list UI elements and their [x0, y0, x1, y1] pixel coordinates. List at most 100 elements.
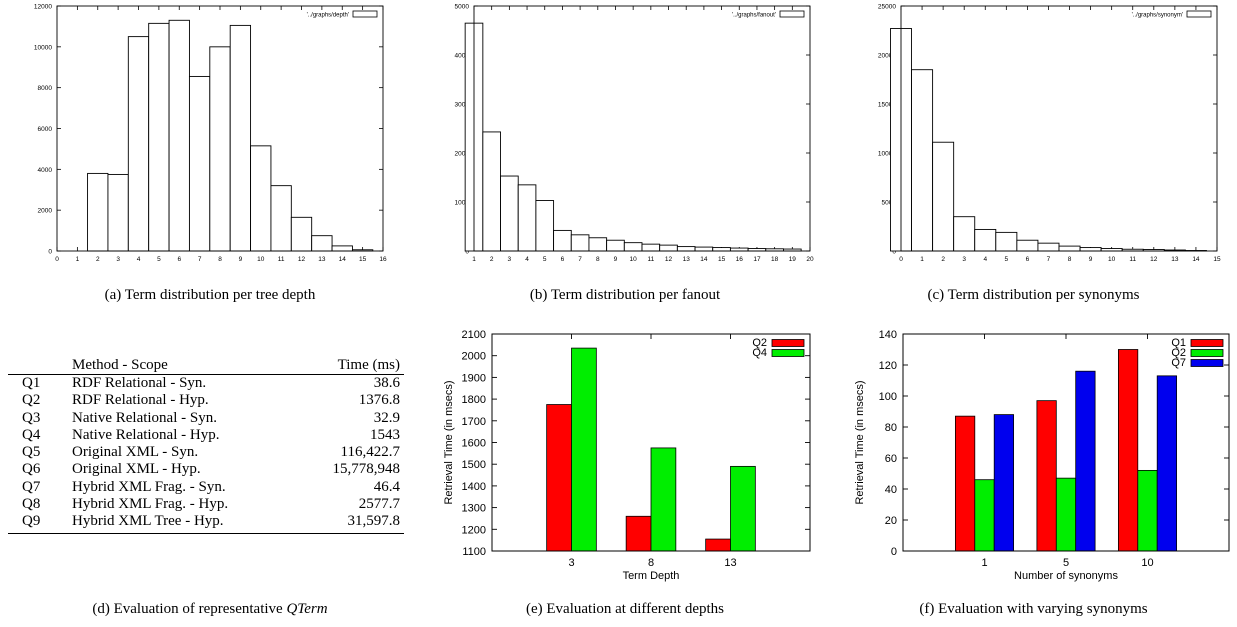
plot-frame: [56, 5, 384, 252]
x-tick-label: 14: [339, 256, 347, 263]
bar-q1: [1036, 400, 1057, 552]
histogram-bar: [570, 234, 590, 252]
legend-swatch: [771, 349, 805, 357]
x-tick-label: 0: [55, 256, 59, 263]
table-row: Q2 RDF Relational - Hyp. 1376.8: [8, 392, 404, 409]
y-tick-label: 2000: [38, 208, 53, 215]
y-tick-label: 1800: [462, 394, 486, 406]
bar-q7: [993, 414, 1015, 552]
table-row: Q4 Native Relational - Hyp. 1543: [8, 427, 404, 444]
y-tick-label: 120: [879, 360, 897, 372]
bar-q1: [1117, 349, 1139, 552]
legend-swatch: [771, 339, 805, 347]
legend-label: '../graphs/synonym': [1132, 13, 1183, 19]
caption-c: (c) Term distribution per synonyms: [927, 287, 1140, 303]
legend-label: '../graphs/fanout': [732, 13, 776, 19]
y-tick-label: 1600: [462, 438, 486, 450]
legend-swatch: [779, 10, 805, 18]
chart-synonym-eval: 0 20 40 60 80 100 120 140 1 5 10 Number of synonyms…: [854, 329, 1230, 582]
row-id: Q5: [22, 444, 41, 461]
legend-swatch: [1186, 10, 1212, 18]
y-tick-label: 1700: [462, 416, 486, 428]
x-tick-label: 5: [157, 256, 161, 263]
y-tick-label: 4000: [455, 53, 470, 60]
y-tick-label: 60: [885, 453, 897, 465]
legend-swatch: [352, 10, 378, 18]
row-method: Native Relational - Hyp.: [72, 426, 220, 443]
y-tick-label: 1200: [462, 524, 486, 536]
x-tick-label: 8: [1068, 256, 1072, 263]
histogram-bar: [995, 231, 1018, 252]
x-tick-label: 8: [218, 256, 222, 263]
histogram-bar: [127, 36, 150, 252]
histogram-bar: [290, 216, 313, 252]
histogram-bar: [107, 173, 129, 252]
histogram-bar: [517, 184, 537, 252]
histogram-bar: [168, 19, 190, 252]
y-tick-label: 1300: [462, 503, 486, 515]
x-tick-label: 1: [76, 256, 80, 263]
row-time: 31,597.8: [298, 513, 404, 534]
caption-b: (b) Term distribution per fanout: [529, 287, 721, 303]
x-tick-label: 7: [1047, 256, 1051, 263]
y-tick-label: 25000: [878, 4, 896, 11]
y-tick-label: 5000: [455, 4, 470, 11]
row-time: 38.6: [373, 375, 400, 391]
table-row: Q5 Original XML - Syn. 116,422.7: [8, 444, 404, 461]
bar-q2: [1137, 469, 1158, 552]
x-tick-label: 13: [683, 256, 691, 263]
legend-label: Q1: [1171, 337, 1186, 349]
histogram-bar: [911, 69, 934, 252]
legend-label: Q7: [1171, 357, 1186, 369]
caption-e: (e) Evaluation at different depths: [526, 601, 724, 617]
x-tick-label: 2: [490, 256, 494, 263]
row-method: Hybrid XML Frag. - Hyp.: [72, 496, 229, 513]
histogram-bar: [1016, 239, 1039, 252]
histogram-bar: [87, 172, 109, 252]
x-tick-label: 10: [630, 256, 638, 263]
x-tick-label: 15: [1213, 256, 1221, 263]
histogram-bar: [712, 247, 731, 252]
x-tick-label: 11: [278, 256, 285, 263]
x-tick-label: 2: [96, 256, 100, 263]
table-header-id: [8, 354, 68, 375]
row-id: Q1: [22, 375, 41, 391]
plot-frame: [902, 333, 1230, 552]
histogram-bar: [250, 145, 272, 252]
legend-swatch: [1190, 359, 1224, 367]
histogram-bar: [1058, 245, 1081, 252]
x-tick-label: 15: [718, 256, 726, 263]
row-method: Hybrid XML Tree - Hyp.: [68, 513, 299, 534]
x-axis-label: Number of synonyms: [1014, 570, 1118, 582]
table-row: Q3 Native Relational - Syn. 32.9: [8, 410, 404, 427]
x-tick-label: 19: [789, 256, 797, 263]
histogram-bar: [500, 175, 519, 252]
x-tick-label: 12: [1150, 256, 1158, 263]
x-tick-label: 13: [318, 256, 326, 263]
y-tick-label: 0: [892, 249, 896, 256]
row-id: Q9: [8, 513, 68, 534]
bar-q4: [650, 447, 677, 552]
row-method: Original XML - Hyp.: [72, 461, 201, 478]
x-tick-label: 4: [137, 256, 141, 263]
x-tick-label: 7: [198, 256, 202, 263]
x-tick-label: 16: [736, 256, 744, 263]
histogram-bar: [148, 22, 170, 252]
histogram-bar: [659, 244, 678, 252]
y-tick-label: 4000: [38, 167, 53, 174]
x-tick-label: 18: [771, 256, 779, 263]
y-tick-label: 0: [48, 249, 52, 256]
x-tick-label: 10: [1141, 557, 1153, 569]
histogram-bar: [932, 141, 955, 252]
plot-frame: [900, 5, 1218, 252]
legend-label: '../graphs/depth': [307, 13, 349, 19]
x-tick-label: 11: [647, 256, 654, 263]
y-tick-label: 1000: [455, 200, 470, 207]
y-tick-label: 5000: [882, 200, 897, 207]
y-axis-label: Retrieval Time (in msecs): [854, 380, 866, 504]
x-tick-label: 10: [1108, 256, 1116, 263]
x-tick-label: 1: [920, 256, 924, 263]
table-row: Q7 Hybrid XML Frag. - Syn. 46.4: [8, 479, 404, 496]
